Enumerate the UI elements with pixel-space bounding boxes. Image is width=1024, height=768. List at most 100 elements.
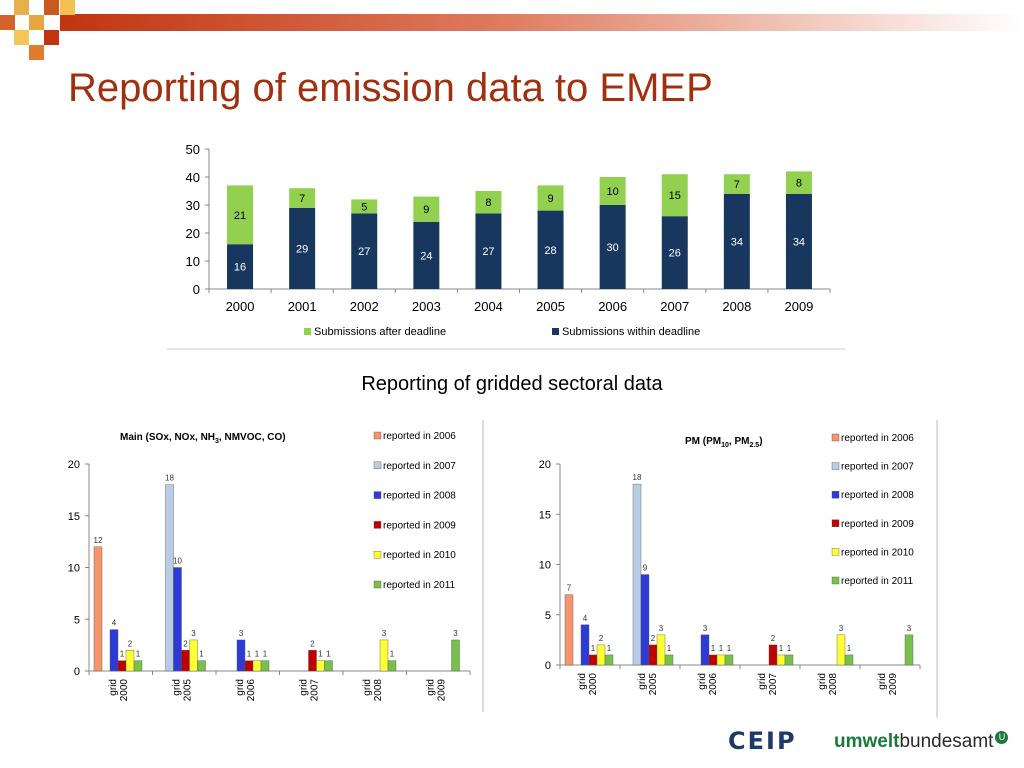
data-label: 1 — [390, 650, 395, 659]
x-tick-label-line2: 2007 — [309, 679, 320, 702]
y-tick-label: 0 — [193, 282, 200, 297]
bar-reported-in-2006 — [564, 594, 574, 666]
y-tick-label: 20 — [186, 226, 200, 241]
x-tick-label-line1: grid — [877, 673, 888, 690]
x-tick-label-line2: 2008 — [828, 673, 839, 696]
deco-square — [29, 45, 44, 60]
bar-reported-in-2008 — [580, 624, 590, 666]
legend-label: reported in 2006 — [841, 433, 914, 444]
bar-reported-in-2009 — [117, 660, 127, 672]
bar-reported-in-2010 — [596, 644, 606, 666]
data-label: 3 — [382, 629, 387, 638]
bar-within-deadline — [475, 213, 502, 289]
bar-reported-in-2008 — [236, 639, 246, 672]
x-tick-label: 2002 — [350, 299, 379, 314]
y-tick-label: 15 — [68, 511, 80, 523]
bar-reported-in-2010 — [189, 639, 198, 672]
legend-label: reported in 2009 — [841, 519, 914, 530]
bar-after-deadline — [413, 196, 440, 222]
data-label: 3 — [239, 629, 244, 638]
data-label: 1 — [591, 644, 596, 653]
legend-swatch — [373, 431, 382, 440]
legend-label: reported in 2010 — [841, 547, 914, 558]
chart-title-part: 3 — [215, 438, 219, 445]
chart-title-part: 10 — [721, 442, 729, 449]
legend-label: reported in 2006 — [383, 431, 456, 442]
data-label: 3 — [453, 629, 458, 638]
bar-within-deadline — [785, 193, 812, 289]
bar-within-deadline — [227, 244, 254, 289]
data-label: 1 — [326, 650, 331, 659]
x-tick-label-line1: grid — [757, 673, 768, 690]
y-tick-label: 20 — [539, 459, 551, 471]
data-label-after: 5 — [361, 201, 367, 213]
bar-after-deadline — [723, 174, 750, 194]
bar-reported-in-2009 — [708, 654, 718, 666]
bar-reported-in-2008 — [173, 567, 182, 672]
x-tick-label-line1: grid — [637, 673, 648, 690]
bar-within-deadline — [413, 221, 440, 289]
x-tick-label-line1: grid — [817, 673, 828, 690]
x-tick-label-line1: grid — [108, 679, 119, 696]
x-tick-label-line2: 2005 — [648, 673, 659, 696]
bar-reported-in-2011 — [784, 654, 794, 666]
x-tick-label: 2000 — [226, 299, 255, 314]
data-label: 2 — [651, 634, 656, 643]
legend-swatch — [373, 551, 382, 559]
x-tick-label-line1: grid — [425, 679, 436, 696]
y-tick-label: 20 — [68, 459, 80, 471]
chart-title-part: PM (PM — [685, 436, 721, 447]
data-label-within: 27 — [358, 246, 370, 258]
bar-reported-in-2008 — [640, 574, 650, 666]
legend-swatch — [373, 461, 382, 469]
x-tick-label-line2: 2007 — [768, 673, 779, 696]
data-label: 2 — [599, 634, 604, 643]
data-label: 2 — [310, 639, 315, 648]
data-label-within: 27 — [482, 246, 494, 258]
bar-reported-in-2011 — [387, 660, 397, 672]
bar-reported-in-2010 — [252, 660, 262, 672]
legend-swatch — [831, 519, 840, 527]
data-label: 4 — [112, 619, 117, 628]
data-label-after: 9 — [547, 193, 553, 205]
data-label: 9 — [643, 564, 648, 573]
data-label: 1 — [607, 644, 612, 653]
legend-label: reported in 2007 — [383, 461, 456, 472]
bar-reported-in-2009 — [768, 644, 778, 666]
y-tick-label: 0 — [545, 660, 551, 672]
chart-title-part: , NMVOC, CO) — [219, 432, 286, 443]
bar-reported-in-2009 — [181, 650, 190, 672]
deco-square — [14, 30, 29, 45]
bar-within-deadline — [599, 205, 626, 289]
legend-label: reported in 2009 — [383, 520, 456, 531]
bar-reported-in-2010 — [716, 654, 726, 666]
data-label-after: 15 — [669, 190, 681, 202]
bar-reported-in-2009 — [588, 654, 598, 666]
slide-title: Reporting of emission data to EMEP — [68, 66, 713, 110]
bar-reported-in-2010 — [125, 650, 135, 672]
bar-reported-in-2011 — [664, 654, 674, 666]
data-label: 7 — [567, 584, 572, 593]
bar-reported-in-2010 — [776, 654, 786, 666]
bar-within-deadline — [537, 210, 564, 289]
x-tick-label: 2006 — [598, 299, 627, 314]
legend-swatch-within — [552, 328, 559, 335]
deco-square — [44, 30, 59, 45]
data-label: 10 — [173, 557, 182, 566]
data-label: 3 — [839, 624, 844, 633]
bar-after-deadline — [475, 191, 502, 214]
bar-reported-in-2011 — [451, 639, 460, 672]
x-tick-label: 2009 — [784, 299, 813, 314]
chart-title-part: , PM — [729, 436, 750, 447]
bar-reported-in-2011 — [604, 654, 614, 666]
y-tick-label: 10 — [186, 254, 200, 269]
deco-square — [0, 15, 15, 30]
y-tick-label: 0 — [74, 666, 80, 678]
y-tick-label: 10 — [68, 563, 80, 575]
bar-within-deadline — [289, 207, 316, 289]
slide-subtitle: Reporting of gridded sectoral data — [361, 373, 663, 395]
x-tick-label-line2: 2000 — [588, 673, 599, 696]
bar-reported-in-2010 — [656, 634, 666, 666]
uba-logo-part1: umwelt — [834, 731, 900, 752]
y-tick-label: 30 — [186, 198, 200, 213]
